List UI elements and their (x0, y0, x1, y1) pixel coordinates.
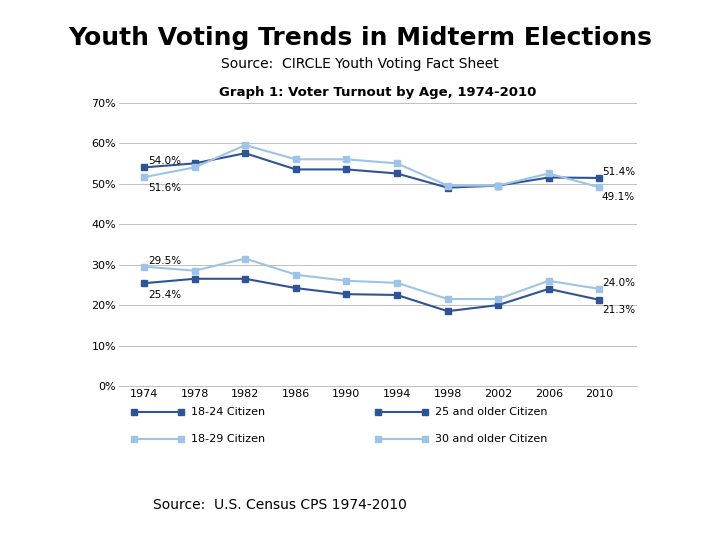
Text: Source:  U.S. Census CPS 1974-2010: Source: U.S. Census CPS 1974-2010 (153, 498, 407, 512)
Text: Source:  CIRCLE Youth Voting Fact Sheet: Source: CIRCLE Youth Voting Fact Sheet (221, 57, 499, 71)
Text: 18-29 Citizen: 18-29 Citizen (192, 434, 266, 444)
Text: 18-24 Citizen: 18-24 Citizen (192, 407, 266, 416)
Title: Graph 1: Voter Turnout by Age, 1974-2010: Graph 1: Voter Turnout by Age, 1974-2010 (220, 86, 536, 99)
Text: 49.1%: 49.1% (602, 192, 635, 202)
Text: 24.0%: 24.0% (602, 278, 635, 288)
Text: 54.0%: 54.0% (148, 156, 181, 166)
Text: 29.5%: 29.5% (148, 255, 181, 266)
Text: 25.4%: 25.4% (148, 289, 181, 300)
Text: 51.6%: 51.6% (148, 184, 181, 193)
Text: 21.3%: 21.3% (602, 305, 635, 315)
Text: Youth Voting Trends in Midterm Elections: Youth Voting Trends in Midterm Elections (68, 26, 652, 50)
Text: 51.4%: 51.4% (602, 167, 635, 177)
Text: 25 and older Citizen: 25 and older Citizen (435, 407, 547, 416)
Text: 30 and older Citizen: 30 and older Citizen (435, 434, 547, 444)
